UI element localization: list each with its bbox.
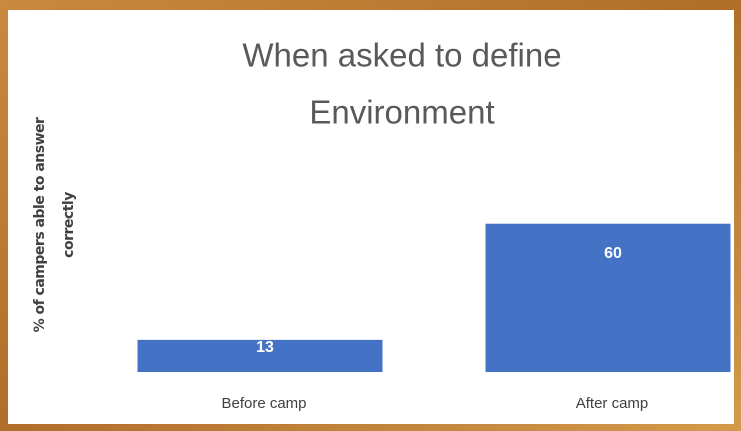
y-axis-label-line: correctly bbox=[61, 192, 77, 258]
chart-title: When asked to define bbox=[242, 37, 561, 74]
y-axis-label: % of campers able to answer correctly bbox=[32, 117, 77, 332]
data-label: 60 bbox=[604, 245, 622, 262]
bar bbox=[137, 339, 383, 372]
x-tick-label: After camp bbox=[576, 395, 649, 412]
y-axis-label-line: % of campers able to answer bbox=[32, 117, 48, 332]
chart-title: Environment bbox=[309, 94, 494, 131]
x-tick-label: Before camp bbox=[221, 395, 306, 412]
data-label: 13 bbox=[256, 339, 274, 356]
bar bbox=[485, 223, 731, 372]
